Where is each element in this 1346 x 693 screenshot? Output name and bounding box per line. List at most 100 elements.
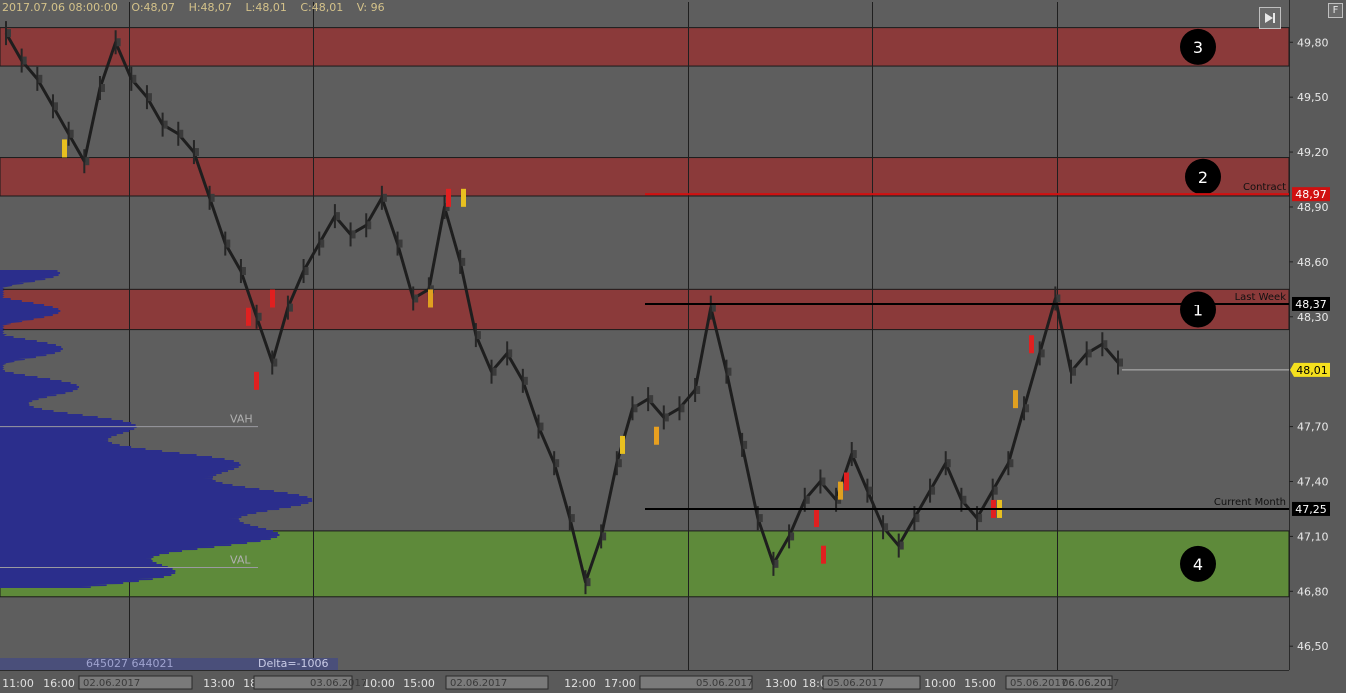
- candle-body: [584, 570, 587, 595]
- volume-cluster-highlight: [254, 371, 259, 390]
- scroll-to-end-button[interactable]: [1259, 7, 1281, 29]
- candle-body: [976, 506, 979, 531]
- candle-footprint: [570, 514, 575, 523]
- volume-cluster-highlight: [838, 481, 843, 500]
- candle-footprint: [508, 349, 513, 358]
- candle-body: [286, 295, 289, 320]
- candle-body: [991, 478, 994, 503]
- header-close: C:48,01: [300, 1, 344, 14]
- date-label: 05.06.2017: [696, 678, 753, 689]
- candle-body: [145, 85, 148, 110]
- candle-footprint: [758, 514, 763, 523]
- ohlc-header: 2017.07.06 08:00:00 O:48,07 H:48,07 L:48…: [2, 1, 395, 14]
- candle-footprint: [429, 285, 434, 294]
- candle-footprint: [774, 559, 779, 568]
- candle-footprint: [1103, 340, 1108, 349]
- header-low: L:48,01: [245, 1, 287, 14]
- candle-footprint: [320, 239, 325, 248]
- volume-cluster-highlight: [446, 188, 451, 207]
- candle-footprint: [194, 148, 199, 157]
- zone-number: 1: [1193, 300, 1203, 319]
- candle-body: [835, 487, 838, 512]
- skip-end-icon: [1265, 13, 1275, 23]
- candle-footprint: [680, 404, 685, 413]
- candle-footprint: [790, 532, 795, 541]
- date-label: 05.06.2017: [1010, 678, 1067, 689]
- date-box: [1005, 675, 1113, 690]
- volume-cluster-highlight: [654, 426, 659, 445]
- x-tick-label: 15:00: [964, 677, 996, 690]
- candle-footprint: [351, 230, 356, 239]
- candle-footprint: [367, 221, 372, 230]
- candle-footprint: [304, 267, 309, 276]
- candle-body: [239, 259, 242, 284]
- candle-footprint: [1040, 349, 1045, 358]
- candle-footprint: [617, 459, 622, 468]
- y-tick-label: 49,80: [1297, 36, 1329, 49]
- candle-footprint: [711, 303, 716, 312]
- candle-footprint: [147, 93, 152, 102]
- volume-cluster-highlight: [246, 307, 251, 326]
- candle-body: [521, 368, 524, 393]
- candle-body: [819, 469, 822, 494]
- volume-cluster-highlight: [270, 289, 275, 308]
- candle-body: [662, 405, 665, 430]
- zone-number-badge: [1185, 158, 1221, 195]
- candle-body: [709, 295, 712, 320]
- candle-footprint: [915, 514, 920, 523]
- candle-body: [36, 66, 39, 91]
- zone-band: [0, 288, 1290, 331]
- x-tick-label: 13:00: [203, 677, 235, 690]
- candle-body: [960, 487, 963, 512]
- candle-body: [772, 551, 775, 576]
- volume-cluster-highlight: [844, 472, 849, 491]
- candle-body: [1070, 359, 1073, 384]
- header-high: H:48,07: [188, 1, 233, 14]
- candle-body: [51, 94, 54, 119]
- candle-footprint: [1119, 358, 1123, 367]
- candle-footprint: [22, 56, 27, 65]
- candle-footprint: [868, 486, 873, 495]
- delta-value: Delta=-1006: [258, 657, 329, 670]
- header-volume: V: 96: [356, 1, 385, 14]
- candle-body: [5, 21, 7, 46]
- candle-body: [380, 185, 383, 210]
- date-box: [445, 675, 549, 690]
- level-price: 47,25: [1295, 503, 1327, 516]
- candle-body: [537, 414, 540, 439]
- y-tick-label: 49,20: [1297, 146, 1329, 159]
- candle-footprint: [116, 38, 121, 47]
- candle-footprint: [445, 202, 450, 211]
- candle-footprint: [132, 74, 137, 83]
- y-tick-label: 48,30: [1297, 311, 1329, 324]
- candle-body: [130, 66, 133, 91]
- level-price-badge: [1292, 501, 1330, 516]
- x-tick-label: 17:00: [604, 677, 636, 690]
- volume-cluster-highlight: [620, 435, 625, 454]
- corner-f-button[interactable]: F: [1328, 3, 1343, 18]
- candle-footprint: [649, 395, 654, 404]
- volume-cluster-highlight: [428, 289, 433, 308]
- candle-body: [897, 533, 900, 558]
- date-label: 02.06.2017: [450, 678, 507, 689]
- candle-footprint: [241, 267, 246, 276]
- candle-body: [255, 304, 258, 329]
- date-box: [639, 675, 753, 690]
- candle-footprint: [163, 120, 168, 129]
- volume-profile: [0, 270, 313, 589]
- x-tick-label: 11:00: [2, 677, 34, 690]
- header-open: O:48,07: [131, 1, 176, 14]
- candle-footprint: [978, 514, 983, 523]
- date-label: 05.06.2017: [827, 678, 884, 689]
- candle-footprint: [273, 358, 278, 367]
- candle-footprint: [727, 367, 732, 376]
- candle-footprint: [53, 102, 58, 111]
- candle-footprint: [179, 129, 184, 138]
- y-tick-label: 48,60: [1297, 256, 1329, 269]
- date-label: 03.06.2017: [310, 678, 367, 689]
- x-tick-label: 12:00: [564, 677, 596, 690]
- candle-body: [349, 222, 352, 247]
- candle-body: [208, 185, 211, 210]
- candle-footprint: [931, 486, 936, 495]
- price-path: [4, 32, 1120, 584]
